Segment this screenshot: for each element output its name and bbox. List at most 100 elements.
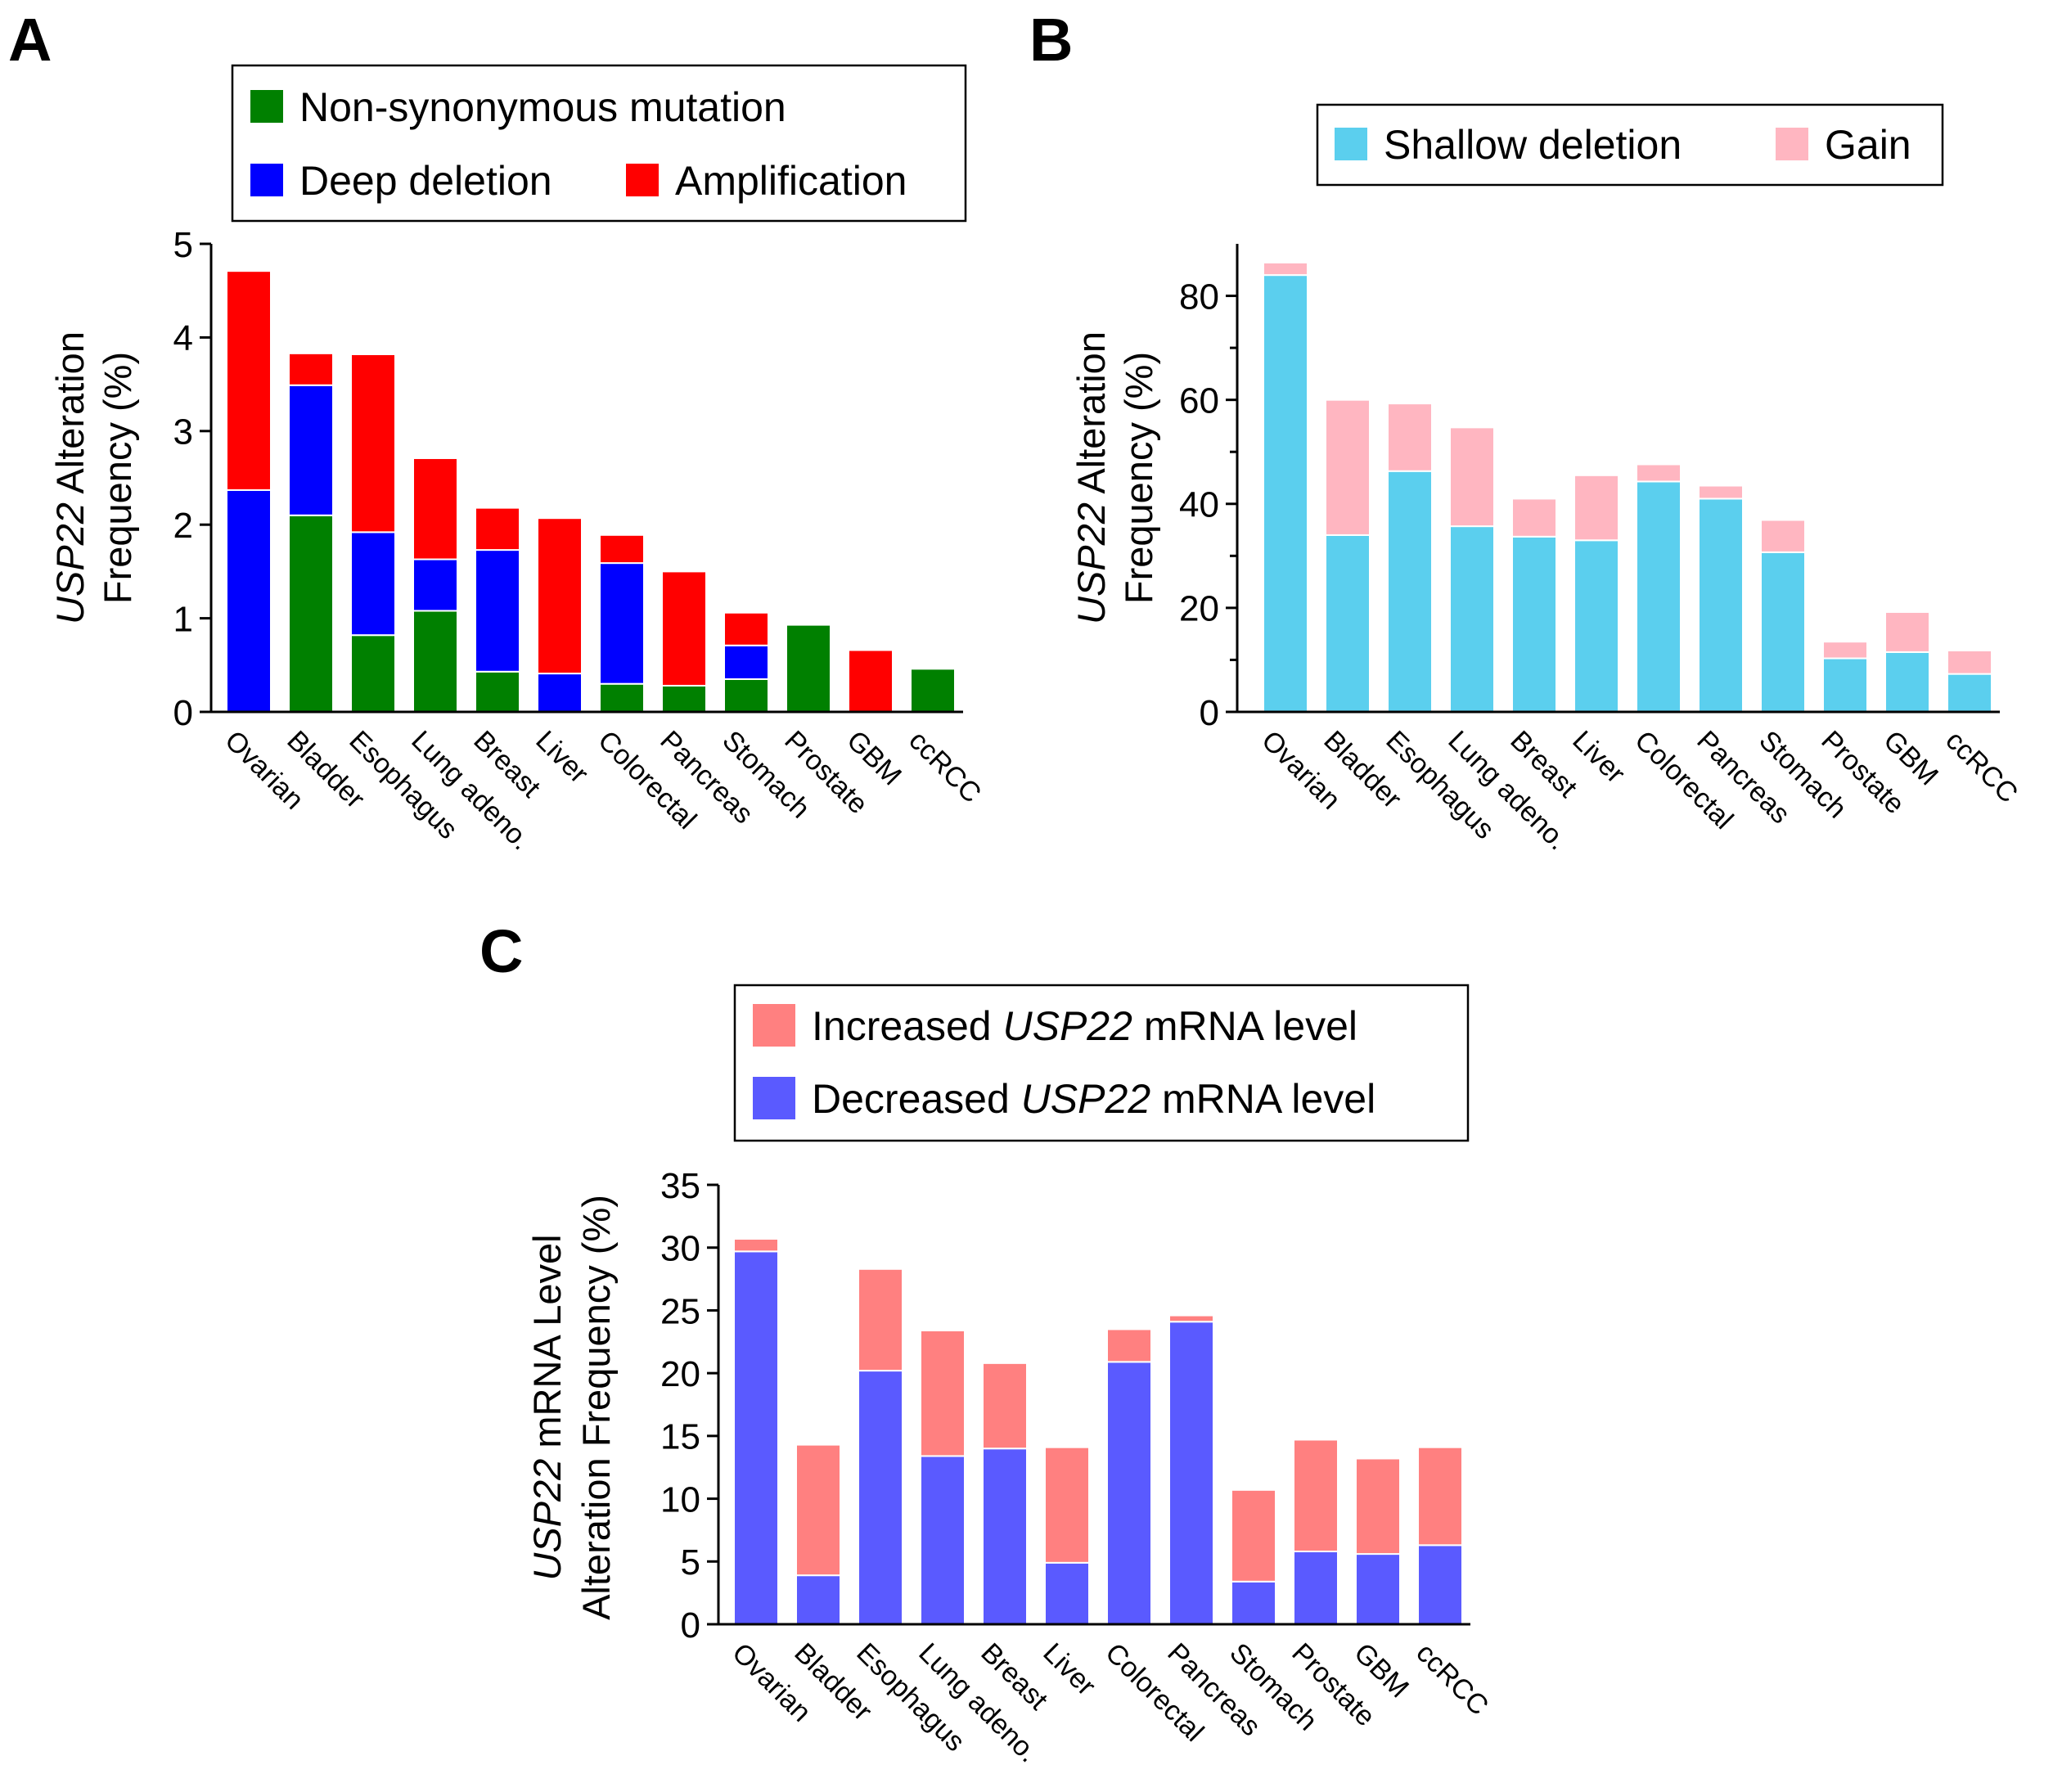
panel-b-letter: B [1029, 6, 1073, 74]
panel-a-bar-bladder-non-synonymous-mutation [288, 514, 334, 714]
panel-c-bar-ccrcc-decreased-usp22-mrna-level [1417, 1544, 1463, 1625]
panel-b-bar-prostate-shallow-deletion [1822, 657, 1868, 713]
panel-c-bar-liver-decreased-usp22-mrna-level [1044, 1561, 1090, 1625]
panel-b-x-tick-label: ccRCC [1939, 725, 2024, 809]
panel-a-bar-lung-adeno-non-synonymous-mutation [412, 610, 458, 713]
panel-a-legend-swatch-deep-deletion [250, 164, 283, 196]
panel-c-bar-breast-decreased-usp22-mrna-level [982, 1448, 1028, 1625]
panel-b-bar-colorectal-gain [1636, 463, 1682, 483]
panel-b-bar-ovarian-gain [1263, 261, 1308, 277]
panel-c-bar-liver-increased-usp22-mrna-level [1044, 1446, 1090, 1564]
panel-c-bar-gbm-increased-usp22-mrna-level [1355, 1457, 1401, 1556]
panel-a-legend-label-deep-deletion: Deep deletion [299, 158, 552, 204]
panel-a-bar-breast-deep-deletion [475, 549, 520, 673]
panel-b-y-tick-label: 0 [1200, 693, 1219, 733]
panel-a-y-tick-label: 5 [173, 225, 193, 265]
panel-a-y-tick-label: 1 [173, 599, 193, 639]
panel-c-legend-label-increased-usp22-mrna-level: Increased USP22 mRNA level [812, 1003, 1357, 1049]
panel-b-legend-frame [1316, 103, 1944, 187]
panel-c-bar-colorectal-increased-usp22-mrna-level [1106, 1328, 1152, 1363]
panel-a-x-tick-label: ccRCC [903, 725, 987, 809]
panel-c-bar-pancreas-increased-usp22-mrna-level [1168, 1314, 1214, 1323]
panel-c-bar-bladder-increased-usp22-mrna-level [795, 1443, 841, 1577]
panel-a-bar-stomach-deep-deletion [723, 644, 769, 680]
panel-a-bar-breast-non-synonymous-mutation [475, 670, 520, 713]
panel-a-y-axis-label-line1: USP22 Alteration [48, 331, 92, 624]
panel-b-bar-gbm-shallow-deletion [1884, 651, 1930, 714]
panel-a-y-tick-label: 3 [173, 412, 193, 453]
panel-c-bar-esophagus-decreased-usp22-mrna-level [858, 1370, 903, 1626]
panel-c-legend-swatch-decreased-usp22-mrna-level [753, 1077, 795, 1119]
panel-a-bar-ccrcc-non-synonymous-mutation [910, 668, 956, 713]
panel-b-bar-ccrcc-gain [1947, 650, 1992, 675]
panel-a-bar-stomach-non-synonymous-mutation [723, 678, 769, 714]
panel-c-y-tick-label: 30 [660, 1229, 700, 1269]
panel-b-legend: Shallow deletion Gain [1316, 103, 1944, 187]
panel-c-plot: 05101520253035OvarianBladderEsophagusLun… [525, 984, 1494, 1768]
panel-c-y-tick-label: 15 [660, 1417, 700, 1457]
panel-a-y-tick-label: 2 [173, 506, 193, 546]
panel-c-bar-colorectal-decreased-usp22-mrna-level [1106, 1361, 1152, 1625]
panel-c-y-tick-label: 0 [681, 1605, 700, 1646]
panel-c-letter: C [479, 917, 523, 985]
panel-c-bar-esophagus-increased-usp22-mrna-level [858, 1267, 903, 1372]
panel-b-bar-bladder-shallow-deletion [1325, 534, 1371, 714]
panel-c-bar-ovarian-increased-usp22-mrna-level [733, 1237, 779, 1253]
panel-c-bar-lung-adeno-decreased-usp22-mrna-level [920, 1455, 966, 1626]
panel-a-bar-lung-adeno-amplification [412, 457, 458, 561]
panel-b-bar-esophagus-shallow-deletion [1387, 470, 1433, 713]
panel-a-bar-pancreas-amplification [661, 570, 707, 687]
panel-b-y-axis-label-line2: Frequency (%) [1117, 352, 1160, 604]
panel-c-y-tick-label: 20 [660, 1354, 700, 1394]
panel-a-bar-ovarian-deep-deletion [226, 489, 272, 713]
panel-b-bar-ovarian-shallow-deletion [1263, 274, 1308, 713]
panel-a-legend-frame [231, 64, 967, 223]
panel-c-y-axis-label-line1: USP22 mRNA Level [525, 1234, 569, 1580]
panel-c-bar-ccrcc-increased-usp22-mrna-level [1417, 1446, 1463, 1547]
panel-b-y-tick-label: 80 [1179, 277, 1219, 317]
panel-a-legend-swatch-amplification [626, 164, 659, 196]
panel-c-bar-breast-increased-usp22-mrna-level [982, 1362, 1028, 1450]
panel-a-bar-colorectal-deep-deletion [599, 562, 645, 685]
panel-c-y-tick-label: 35 [660, 1166, 700, 1206]
panel-c-y-axis-label-line2: Alteration Frequency (%) [574, 1195, 618, 1620]
panel-b-bar-bladder-gain [1325, 398, 1371, 536]
panel-a-legend: Non-synonymous mutation Deep deletion Ampl… [231, 64, 967, 223]
panel-c-y-tick-label: 5 [681, 1542, 700, 1583]
panel-c-bar-prostate-decreased-usp22-mrna-level [1293, 1551, 1339, 1626]
panel-a-bar-gbm-amplification [848, 649, 894, 713]
panel-b-bar-ccrcc-shallow-deletion [1947, 673, 1992, 713]
panel-b-y-axis-label-line1: USP22 Alteration [1069, 331, 1113, 624]
panel-a-y-tick-label: 4 [173, 318, 193, 358]
panel-a-letter: A [8, 6, 52, 74]
panel-c: C 05101520253035OvarianBladderEsophagusL… [479, 917, 1494, 1768]
panel-a-legend-swatch-non-synonymous-mutation [250, 90, 283, 123]
panel-a-bar-lung-adeno-deep-deletion [412, 558, 458, 612]
panel-b-bar-esophagus-gain [1387, 403, 1433, 472]
panel-c-x-tick-label: ccRCC [1410, 1637, 1494, 1722]
panel-c-y-tick-label: 25 [660, 1291, 700, 1331]
panel-b-y-tick-label: 60 [1179, 381, 1219, 421]
panel-b-legend-swatch-shallow-deletion [1335, 128, 1367, 160]
panel-b-bar-prostate-gain [1822, 641, 1868, 660]
panel-c-bar-prostate-increased-usp22-mrna-level [1293, 1439, 1339, 1553]
panel-a-bar-ovarian-amplification [226, 270, 272, 491]
panel-a-bar-pancreas-non-synonymous-mutation [661, 684, 707, 714]
panel-a-y-tick-label: 0 [173, 693, 193, 733]
panel-c-bar-stomach-decreased-usp22-mrna-level [1231, 1580, 1276, 1625]
panel-b-bar-lung-adeno-shallow-deletion [1449, 525, 1495, 714]
panel-a-bar-liver-deep-deletion [537, 673, 583, 714]
panel-b-legend-swatch-gain [1776, 128, 1808, 160]
panel-a-bar-esophagus-non-synonymous-mutation [350, 634, 396, 714]
panel-b-bar-pancreas-gain [1698, 484, 1744, 500]
panel-b-y-tick-label: 40 [1179, 485, 1219, 525]
panel-a-y-axis-label-line2: Frequency (%) [96, 352, 139, 604]
panel-c-y-tick-label: 10 [660, 1479, 700, 1520]
panel-a-legend-label-amplification: Amplification [675, 158, 907, 204]
panel-b-y-tick-label: 20 [1179, 589, 1219, 629]
panel-b-bar-colorectal-shallow-deletion [1636, 480, 1682, 714]
